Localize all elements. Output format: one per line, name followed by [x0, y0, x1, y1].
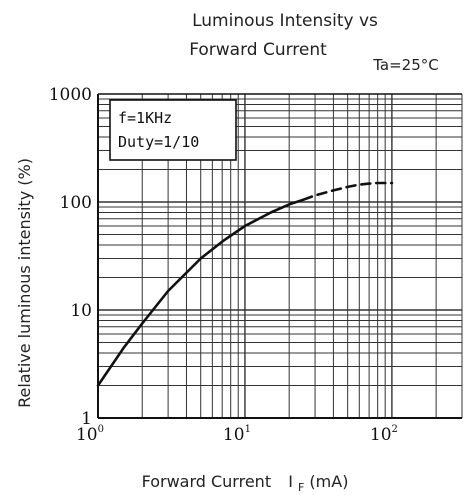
y-tick-labels: 1 10 100 1000 [49, 85, 92, 429]
chart-title-line-1: Luminous Intensity vs [192, 11, 378, 31]
y-tick-label: 100 [60, 193, 92, 213]
x-axis-label-unit: (mA) [309, 472, 348, 491]
x-axis-label-symbol: I [288, 472, 293, 491]
legend-line: Duty=1/10 [118, 133, 199, 151]
x-tick-label: 102 [370, 424, 398, 445]
chart-title-line-2: Forward Current [189, 40, 327, 60]
y-tick-label: 1000 [49, 85, 92, 105]
x-axis-label: Forward Current I F (mA) [142, 472, 349, 495]
x-axis-label-subscript: F [298, 481, 304, 494]
plot-frame [97, 93, 462, 419]
legend-box: f=1KHz Duty=1/10 [109, 99, 237, 161]
series-line-dashed [302, 181, 394, 201]
y-axis-label: Relative luminous intensity (%) [15, 158, 34, 408]
x-tick-base: 10 [370, 425, 392, 445]
y-tick-label: 1 [81, 409, 92, 429]
test-condition: Ta=25°C [372, 56, 439, 74]
x-tick-exponent: 1 [245, 424, 251, 435]
x-tick-label: 101 [223, 424, 251, 445]
series-group [96, 181, 394, 387]
x-tick-label: 100 [76, 424, 104, 445]
x-tick-base: 10 [223, 425, 245, 445]
x-tick-base: 10 [76, 425, 98, 445]
y-tick-label: 10 [70, 301, 92, 321]
x-axis-label-main: Forward Current [142, 472, 272, 491]
series-line-solid [96, 198, 305, 387]
x-tick-labels: 100 101 102 [76, 424, 398, 445]
x-tick-exponent: 2 [392, 424, 398, 435]
legend-frame [109, 99, 237, 161]
x-tick-exponent: 0 [98, 424, 104, 435]
legend-line: f=1KHz [118, 109, 172, 127]
